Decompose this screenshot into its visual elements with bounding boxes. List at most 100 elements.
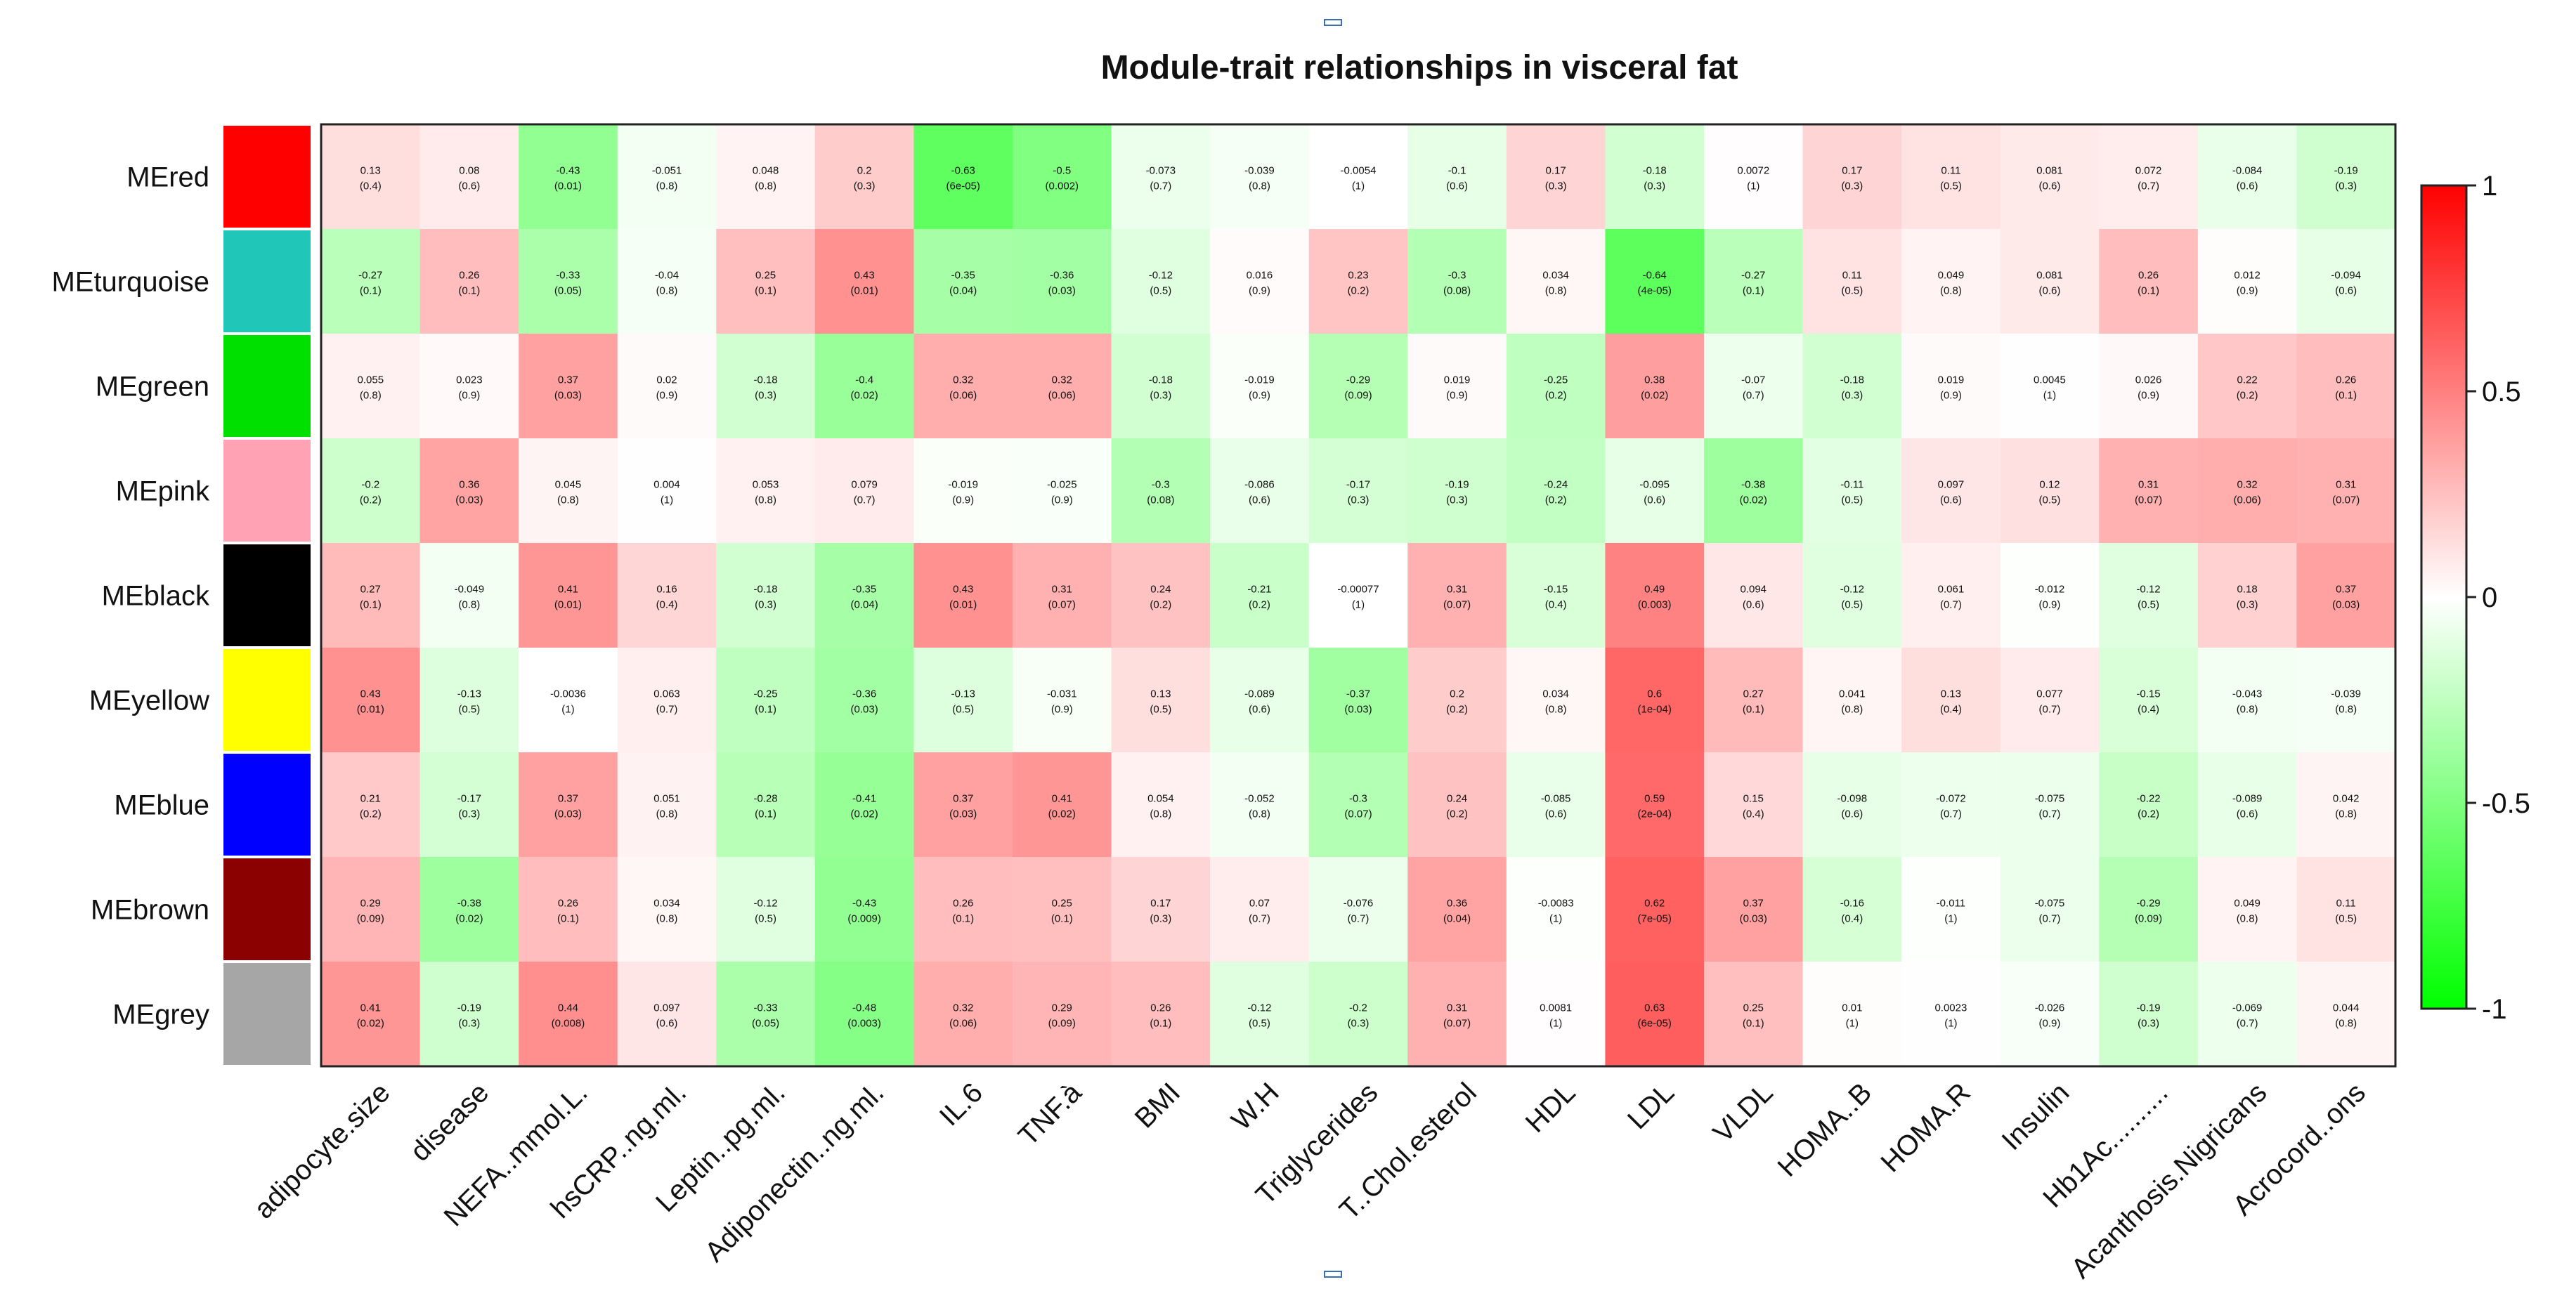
cell-pvalue-label: (0.3)	[458, 808, 480, 820]
heatmap-cell	[2296, 857, 2396, 962]
cell-value-label: 0.26	[2138, 270, 2159, 282]
cell-pvalue-label: (0.9)	[1446, 390, 1468, 402]
heatmap-cell	[1703, 648, 1804, 753]
module-swatch-MEpink	[223, 440, 311, 542]
cell-value-label: 0.08	[459, 165, 479, 177]
heatmap-cell	[519, 648, 618, 753]
cell-value-label: 0.31	[1052, 584, 1072, 596]
heatmap-cell	[1703, 962, 1804, 1067]
cell-value-label: 0.01	[1842, 1002, 1862, 1014]
heatmap-cell	[913, 438, 1013, 544]
cell-pvalue-label: (0.06)	[2234, 495, 2261, 506]
cell-value-label: -0.12	[2136, 584, 2160, 596]
cell-pvalue-label: (0.4)	[1743, 808, 1764, 820]
cell-pvalue-label: (1)	[561, 704, 574, 716]
cell-value-label: -0.085	[1541, 793, 1571, 805]
heatmap-cell	[1111, 438, 1211, 544]
heatmap-cell	[1506, 124, 1606, 230]
cell-value-label: -0.4	[855, 374, 873, 386]
cell-value-label: -0.3	[1448, 270, 1466, 282]
heatmap-cell	[913, 857, 1013, 962]
cell-value-label: 0.044	[2333, 1002, 2360, 1014]
cell-value-label: 0.32	[953, 1002, 973, 1014]
heatmap-cell	[2296, 962, 2396, 1067]
heatmap-cell	[2197, 857, 2297, 962]
cell-value-label: 0.048	[753, 165, 779, 177]
heatmap-cell	[1901, 124, 2001, 230]
heatmap-cell	[1605, 962, 1705, 1067]
heatmap-cell	[1012, 229, 1112, 334]
cell-pvalue-label: (0.6)	[1743, 599, 1764, 611]
cell-pvalue-label: (0.4)	[1841, 913, 1863, 925]
heatmap-cell	[519, 438, 618, 544]
module-swatch-MEblack	[223, 544, 311, 646]
cell-pvalue-label: (0.8)	[1841, 704, 1863, 716]
heatmap-cell	[1605, 334, 1705, 439]
cell-pvalue-label: (0.2)	[360, 808, 382, 820]
cell-pvalue-label: (0.9)	[2039, 599, 2061, 611]
cell-value-label: 0.18	[2237, 584, 2258, 596]
resize-handle-bottom[interactable]	[1324, 1271, 1342, 1278]
cell-pvalue-label: (0.06)	[1048, 390, 1076, 402]
cell-value-label: 0.051	[653, 793, 680, 805]
cell-pvalue-label: (0.1)	[360, 285, 382, 297]
cell-pvalue-label: (0.05)	[752, 1018, 779, 1030]
heatmap-cell	[2000, 334, 2100, 439]
heatmap-cell	[1407, 543, 1507, 648]
cell-pvalue-label: (0.2)	[1150, 599, 1171, 611]
cell-value-label: 0.6	[1647, 688, 1662, 700]
cell-value-label: 0.12	[2039, 479, 2060, 491]
cell-pvalue-label: (0.02)	[1740, 495, 1767, 506]
cell-pvalue-label: (0.03)	[2332, 599, 2360, 611]
heatmap-cell	[814, 648, 915, 753]
heatmap-cell	[2296, 334, 2396, 439]
cell-value-label: -0.1	[1448, 165, 1466, 177]
cell-pvalue-label: (0.07)	[2332, 495, 2360, 506]
row-label-MEblack: MEblack	[102, 581, 210, 612]
cell-pvalue-label: (0.5)	[755, 913, 776, 925]
cell-value-label: 0.004	[653, 479, 680, 491]
cell-pvalue-label: (0.04)	[1443, 913, 1471, 925]
cell-pvalue-label: (0.3)	[1545, 181, 1567, 192]
row-labels: MEred MEturquoise MEgreen MEpink MEblack MEye…	[51, 162, 210, 1030]
cell-pvalue-label: (0.1)	[458, 285, 480, 297]
cell-pvalue-label: (0.5)	[458, 704, 480, 716]
heatmap-cell	[1605, 438, 1705, 544]
cell-pvalue-label: (0.03)	[949, 808, 977, 820]
heatmap-cell	[716, 752, 816, 858]
cell-pvalue-label: (1)	[1747, 181, 1759, 192]
cell-value-label: 0.0081	[1540, 1002, 1572, 1014]
heatmap-cell	[321, 334, 421, 439]
cell-pvalue-label: (0.8)	[360, 390, 382, 402]
cell-pvalue-label: (7e-05)	[1638, 913, 1672, 925]
cell-pvalue-label: (0.03)	[455, 495, 483, 506]
cell-pvalue-label: (0.6)	[1545, 808, 1567, 820]
cell-value-label: -0.0036	[550, 688, 586, 700]
cell-pvalue-label: (0.5)	[1841, 285, 1863, 297]
heatmap-cell	[419, 857, 519, 962]
cell-pvalue-label: (0.8)	[1249, 181, 1270, 192]
cell-pvalue-label: (0.2)	[1348, 285, 1370, 297]
cell-value-label: 0.061	[1938, 584, 1965, 596]
cell-pvalue-label: (0.1)	[2335, 390, 2357, 402]
cell-pvalue-label: (0.8)	[1249, 808, 1270, 820]
cell-value-label: -0.38	[457, 898, 481, 910]
heatmap-cell	[1111, 752, 1211, 858]
heatmap-cell	[2296, 648, 2396, 753]
heatmap-cell	[1210, 124, 1310, 230]
column-label-13: LDL	[1622, 1077, 1680, 1135]
cell-value-label: -0.18	[753, 584, 777, 596]
cell-value-label: 0.32	[953, 374, 973, 386]
cell-value-label: 0.0045	[2034, 374, 2066, 386]
cell-value-label: 0.31	[1447, 584, 1467, 596]
cell-value-label: 0.079	[851, 479, 878, 491]
heatmap-cell	[321, 438, 421, 544]
cell-value-label: 0.26	[1150, 1002, 1171, 1014]
heatmap-cell	[2099, 543, 2199, 648]
heatmap-cell	[814, 543, 915, 648]
cell-value-label: 0.25	[1743, 1002, 1764, 1014]
heatmap-cell	[913, 648, 1013, 753]
heatmap-cell	[2296, 543, 2396, 648]
resize-handle-top[interactable]	[1324, 19, 1342, 26]
cell-value-label: 0.0023	[1934, 1002, 1967, 1014]
